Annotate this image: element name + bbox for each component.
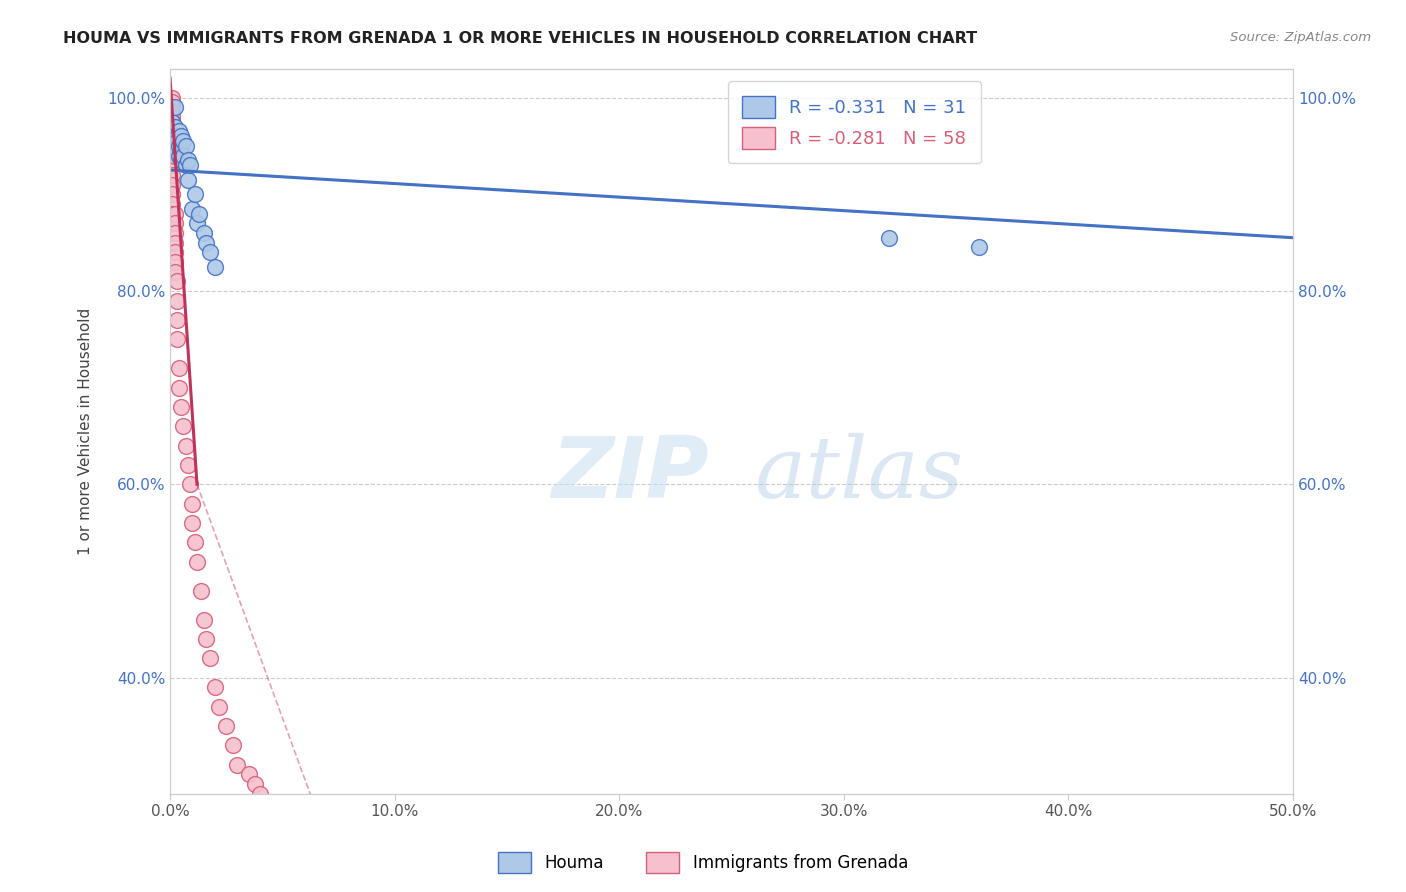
- Point: [181, 516, 204, 530]
- Point: [177, 458, 200, 472]
- Point: [193, 613, 215, 627]
- Point: [194, 632, 217, 646]
- Point: [162, 90, 184, 104]
- Point: [163, 148, 186, 162]
- Point: [162, 124, 184, 138]
- Point: [167, 361, 190, 376]
- Point: [173, 134, 195, 148]
- Point: [163, 129, 186, 144]
- Point: [174, 439, 197, 453]
- Point: [163, 100, 186, 114]
- Point: [170, 129, 193, 144]
- Point: [162, 206, 184, 220]
- Point: [163, 264, 186, 278]
- Point: [260, 797, 283, 811]
- Point: [162, 134, 184, 148]
- Y-axis label: 1 or more Vehicles in Household: 1 or more Vehicles in Household: [79, 308, 93, 555]
- Point: [166, 274, 188, 288]
- Point: [167, 124, 190, 138]
- Point: [166, 129, 188, 144]
- Point: [194, 235, 217, 250]
- Point: [163, 120, 186, 134]
- Text: ZIP: ZIP: [551, 434, 709, 516]
- Point: [163, 216, 186, 230]
- Point: [174, 139, 197, 153]
- Point: [204, 680, 226, 694]
- Point: [967, 240, 990, 254]
- Point: [166, 134, 188, 148]
- Point: [162, 187, 184, 202]
- Point: [200, 245, 222, 260]
- Point: [245, 777, 267, 791]
- Point: [162, 95, 184, 110]
- Point: [186, 555, 208, 569]
- Point: [162, 139, 184, 153]
- Point: [174, 158, 197, 172]
- Point: [222, 738, 245, 752]
- Point: [188, 206, 211, 220]
- Text: Source: ZipAtlas.com: Source: ZipAtlas.com: [1230, 31, 1371, 45]
- Point: [877, 230, 900, 244]
- Point: [166, 332, 188, 346]
- Point: [183, 187, 205, 202]
- Legend: Houma, Immigrants from Grenada: Houma, Immigrants from Grenada: [491, 846, 915, 880]
- Point: [167, 380, 190, 394]
- Point: [162, 197, 184, 211]
- Point: [170, 400, 193, 414]
- Point: [166, 144, 188, 158]
- Point: [238, 767, 260, 781]
- Point: [181, 497, 204, 511]
- Point: [163, 235, 186, 250]
- Point: [162, 168, 184, 182]
- Point: [166, 313, 188, 327]
- Point: [173, 148, 195, 162]
- Point: [163, 129, 186, 144]
- Point: [162, 216, 184, 230]
- Point: [173, 419, 195, 434]
- Point: [167, 148, 190, 162]
- Point: [215, 719, 238, 733]
- Text: HOUMA VS IMMIGRANTS FROM GRENADA 1 OR MORE VEHICLES IN HOUSEHOLD CORRELATION CHA: HOUMA VS IMMIGRANTS FROM GRENADA 1 OR MO…: [63, 31, 977, 46]
- Point: [163, 226, 186, 240]
- Text: atlas: atlas: [754, 434, 963, 516]
- Point: [208, 699, 231, 714]
- Point: [179, 477, 201, 491]
- Point: [181, 202, 204, 216]
- Point: [170, 144, 193, 158]
- Point: [162, 100, 184, 114]
- Point: [162, 148, 184, 162]
- Point: [166, 293, 188, 308]
- Point: [249, 787, 271, 801]
- Point: [226, 757, 249, 772]
- Point: [162, 158, 184, 172]
- Legend: R = -0.331   N = 31, R = -0.281   N = 58: R = -0.331 N = 31, R = -0.281 N = 58: [728, 81, 981, 163]
- Point: [162, 144, 184, 158]
- Point: [162, 110, 184, 124]
- Point: [163, 245, 186, 260]
- Point: [162, 124, 184, 138]
- Point: [186, 216, 208, 230]
- Point: [162, 114, 184, 128]
- Point: [183, 535, 205, 549]
- Point: [177, 153, 200, 168]
- Point: [162, 114, 184, 128]
- Point: [177, 172, 200, 186]
- Point: [193, 226, 215, 240]
- Point: [162, 178, 184, 192]
- Point: [200, 651, 222, 665]
- Point: [190, 583, 212, 598]
- Point: [204, 260, 226, 274]
- Point: [163, 255, 186, 269]
- Point: [179, 158, 201, 172]
- Point: [167, 139, 190, 153]
- Point: [163, 206, 186, 220]
- Point: [162, 129, 184, 144]
- Point: [162, 120, 184, 134]
- Point: [170, 153, 193, 168]
- Point: [163, 139, 186, 153]
- Point: [162, 105, 184, 120]
